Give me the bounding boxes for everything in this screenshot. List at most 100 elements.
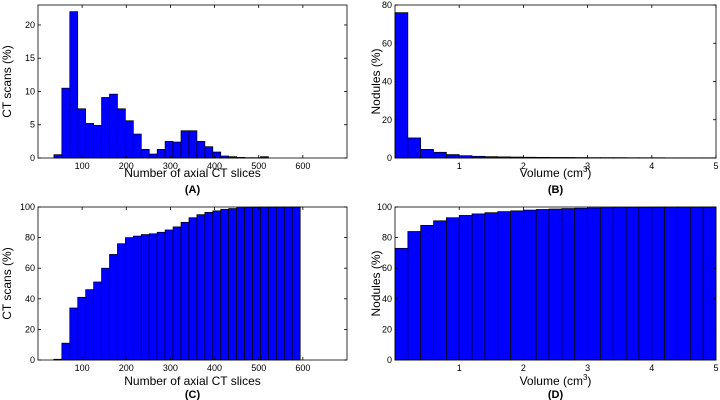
histogram-bar bbox=[101, 267, 110, 361]
y-tick-label: 40 bbox=[382, 294, 392, 304]
histogram-bar bbox=[109, 254, 118, 361]
y-tick-label: 60 bbox=[25, 263, 35, 273]
y-tick-label: 60 bbox=[382, 263, 392, 273]
x-tick-label: 5 bbox=[713, 363, 718, 373]
histogram-bar bbox=[276, 206, 285, 361]
histogram-bar bbox=[252, 206, 261, 361]
histogram-bar bbox=[125, 237, 134, 361]
y-tick-label: 100 bbox=[377, 202, 392, 212]
panel-label: (A) bbox=[185, 184, 201, 196]
histogram-bar bbox=[433, 151, 447, 159]
x-axis-label-text: Volume (cm bbox=[520, 374, 583, 388]
chart-panel-c: 100 200 300 400 500 600 0 20 40 60 80 100 Number of … bbox=[0, 202, 348, 400]
histogram-bar bbox=[109, 93, 118, 159]
histogram-bar bbox=[148, 233, 158, 361]
histogram-bar bbox=[196, 214, 206, 361]
histogram-bar bbox=[164, 141, 174, 159]
x-axis-label-end: ) bbox=[587, 374, 591, 388]
x-tick-label: 200 bbox=[119, 161, 134, 171]
y-axis-label: Nodules (%) bbox=[369, 250, 383, 316]
x-axis-label: Volume (cm3) bbox=[520, 165, 592, 180]
x-tick-label: 3 bbox=[585, 161, 590, 171]
panel-label: (C) bbox=[185, 389, 201, 400]
histogram-bar bbox=[140, 234, 150, 361]
plot-frame bbox=[394, 4, 717, 159]
histogram-bar bbox=[172, 226, 182, 361]
histogram-bar bbox=[407, 231, 422, 361]
histogram-bar bbox=[85, 123, 94, 159]
y-tick-label: 0 bbox=[30, 153, 35, 163]
y-tick-label: 80 bbox=[25, 233, 35, 243]
y-tick-label: 20 bbox=[382, 115, 392, 125]
x-tick-label: 300 bbox=[163, 161, 178, 171]
y-tick-label: 0 bbox=[387, 355, 392, 365]
y-tick-label: 40 bbox=[382, 77, 392, 87]
histogram-bar bbox=[548, 208, 563, 361]
y-tick-label: 20 bbox=[25, 20, 35, 30]
histogram-bar bbox=[156, 231, 166, 361]
histogram-bar bbox=[420, 225, 434, 361]
chart-panel-a: 100 200 300 400 500 600 0 5 10 15 20 Number of axia… bbox=[0, 4, 348, 196]
histogram-bar bbox=[510, 210, 524, 361]
histogram-bar bbox=[535, 209, 550, 361]
x-axis-label-end: ) bbox=[587, 166, 591, 180]
histogram-bar bbox=[651, 206, 665, 361]
chart-panel-d: 1 2 3 4 5 0 20 40 60 80 100 Volume (cm3) Nodules (%)… bbox=[369, 202, 719, 400]
histogram-bar bbox=[677, 206, 691, 361]
y-tick-label: 80 bbox=[382, 0, 392, 10]
y-tick-label: 20 bbox=[382, 324, 392, 334]
histogram-bar bbox=[148, 153, 158, 159]
histogram-bar bbox=[180, 130, 190, 159]
histogram-bar bbox=[93, 125, 102, 159]
x-tick-label: 1 bbox=[457, 161, 462, 171]
panel-label: (B) bbox=[548, 184, 564, 196]
histogram-bar bbox=[587, 207, 601, 361]
histogram-bar bbox=[600, 207, 614, 361]
histogram-bar bbox=[497, 211, 511, 361]
histogram-bar bbox=[291, 206, 301, 361]
x-tick-label: 4 bbox=[649, 161, 654, 171]
x-tick-label: 4 bbox=[649, 363, 654, 373]
histogram-bar bbox=[244, 207, 253, 361]
histogram-bar bbox=[164, 229, 174, 361]
histogram-bar bbox=[69, 11, 79, 159]
y-tick-label: 80 bbox=[382, 233, 392, 243]
histogram-bar bbox=[117, 108, 126, 159]
y-tick-label: 0 bbox=[30, 355, 35, 365]
histogram-bar bbox=[458, 215, 473, 361]
histogram-bar bbox=[220, 208, 230, 361]
histogram-bar bbox=[236, 207, 245, 361]
histogram-bar bbox=[268, 206, 277, 361]
x-tick-label: 1 bbox=[457, 363, 462, 373]
histogram-bar bbox=[212, 210, 222, 361]
histogram-bar bbox=[702, 206, 717, 361]
histogram-bar bbox=[394, 12, 409, 159]
histogram-bar bbox=[420, 149, 434, 159]
chart-panel-b: 1 2 3 4 5 0 20 40 60 80 Volume (cm3) Nodules (%) (B) bbox=[369, 0, 719, 196]
histogram-bar bbox=[612, 207, 627, 361]
y-tick-label: 15 bbox=[25, 53, 35, 63]
panel-label: (D) bbox=[548, 389, 564, 400]
histogram-bar bbox=[433, 220, 447, 361]
x-tick-label: 300 bbox=[163, 363, 178, 373]
histogram-bar bbox=[625, 207, 640, 361]
y-tick-label: 0 bbox=[387, 153, 392, 163]
y-axis-label: Nodules (%) bbox=[369, 48, 383, 114]
x-tick-label: 2 bbox=[521, 363, 526, 373]
histogram-bar bbox=[172, 141, 182, 159]
histogram-bar bbox=[188, 217, 198, 361]
x-tick-label: 500 bbox=[251, 161, 266, 171]
x-tick-label: 100 bbox=[75, 161, 90, 171]
histogram-bar bbox=[407, 137, 422, 159]
histogram-bar bbox=[484, 212, 499, 361]
histogram-bar bbox=[61, 87, 71, 159]
histogram-bar bbox=[77, 108, 87, 159]
x-axis-label-text: Volume (cm bbox=[520, 166, 583, 180]
x-tick-label: 400 bbox=[207, 161, 222, 171]
plot-frame bbox=[37, 206, 348, 361]
histogram-bar bbox=[85, 289, 94, 361]
histogram-bar bbox=[132, 133, 142, 159]
histogram-bar bbox=[117, 243, 126, 361]
histogram-bar bbox=[446, 154, 460, 159]
histogram-bar bbox=[228, 208, 237, 361]
